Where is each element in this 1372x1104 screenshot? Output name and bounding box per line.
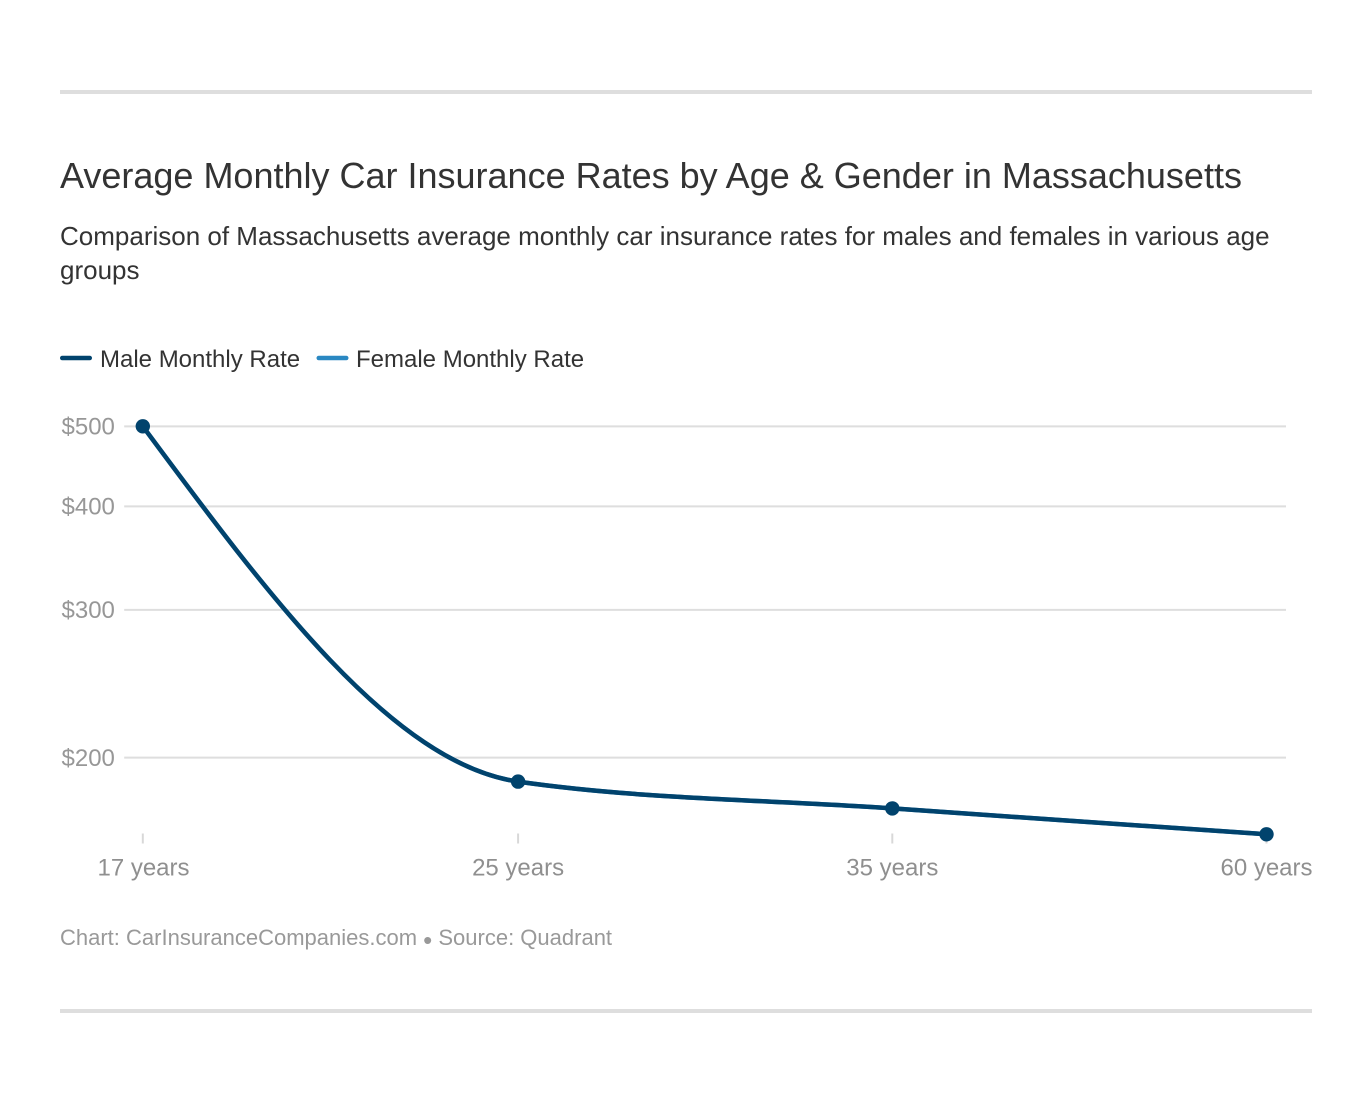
svg-text:$300: $300 (62, 597, 115, 624)
svg-text:17 years: 17 years (97, 855, 189, 882)
svg-text:$400: $400 (62, 494, 115, 521)
svg-text:60 years: 60 years (1220, 855, 1312, 882)
svg-text:$500: $500 (62, 414, 115, 441)
svg-text:25 years: 25 years (472, 855, 564, 882)
svg-text:$200: $200 (62, 745, 115, 772)
svg-text:35 years: 35 years (846, 855, 938, 882)
